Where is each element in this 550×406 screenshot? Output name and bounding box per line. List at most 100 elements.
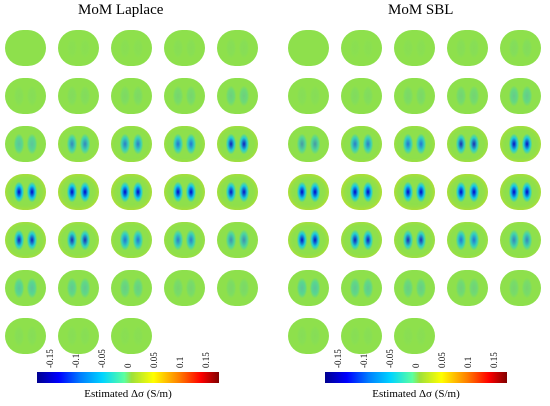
- left-lung-blob: [403, 86, 413, 106]
- right-lung-blob: [27, 230, 37, 250]
- left-lung-blob: [14, 86, 24, 106]
- left-lung-blob: [226, 182, 236, 202]
- slice-image: [288, 222, 329, 258]
- slice-image: [5, 126, 46, 162]
- slice-image: [341, 270, 382, 306]
- panel-title-laplace: MoM Laplace: [78, 2, 164, 18]
- right-lung-blob: [469, 182, 479, 202]
- right-lung-blob: [310, 326, 320, 346]
- left-lung-blob: [403, 182, 413, 202]
- left-lung-blob: [14, 278, 24, 298]
- colorbar-tick-label: 0.05: [149, 352, 159, 368]
- left-lung-blob: [509, 38, 519, 58]
- left-lung-blob: [226, 86, 236, 106]
- right-lung-blob: [133, 230, 143, 250]
- colorbar-gradient: [37, 372, 219, 383]
- colorbar-tick-label: 0: [123, 363, 133, 369]
- slice-image: [394, 174, 435, 210]
- slice-image: [394, 270, 435, 306]
- right-lung-blob: [80, 278, 90, 298]
- slice-image: [111, 174, 152, 210]
- left-lung-blob: [509, 182, 519, 202]
- slice-image: [217, 270, 258, 306]
- right-lung-blob: [186, 182, 196, 202]
- right-lung-blob: [469, 134, 479, 154]
- slice-image: [164, 174, 205, 210]
- slice-image: [288, 78, 329, 114]
- right-lung-blob: [239, 230, 249, 250]
- left-lung-blob: [14, 326, 24, 346]
- slice-image: [341, 126, 382, 162]
- slice-image: [111, 318, 152, 354]
- right-lung-blob: [27, 326, 37, 346]
- slice-image: [111, 78, 152, 114]
- slice-image: [58, 30, 99, 66]
- right-lung-blob: [80, 134, 90, 154]
- left-lung-blob: [67, 86, 77, 106]
- left-lung-blob: [456, 38, 466, 58]
- left-lung-blob: [120, 230, 130, 250]
- left-lung-blob: [120, 134, 130, 154]
- right-lung-blob: [27, 182, 37, 202]
- slice-image: [5, 318, 46, 354]
- slice-image: [111, 222, 152, 258]
- slice-image: [447, 270, 488, 306]
- left-lung-blob: [403, 134, 413, 154]
- left-lung-blob: [350, 38, 360, 58]
- right-lung-blob: [416, 134, 426, 154]
- colorbar-label: Estimated Δσ (S/m): [84, 388, 172, 400]
- right-lung-blob: [522, 182, 532, 202]
- left-lung-blob: [456, 182, 466, 202]
- right-lung-blob: [80, 182, 90, 202]
- colorbar-tick-label: -0.05: [385, 349, 395, 368]
- slice-image: [447, 30, 488, 66]
- left-lung-blob: [350, 278, 360, 298]
- slice-image: [341, 174, 382, 210]
- left-lung-blob: [456, 86, 466, 106]
- left-lung-blob: [173, 86, 183, 106]
- slice-image: [58, 270, 99, 306]
- left-lung-blob: [226, 230, 236, 250]
- right-lung-blob: [186, 134, 196, 154]
- slice-image: [111, 270, 152, 306]
- right-lung-blob: [80, 38, 90, 58]
- left-lung-blob: [173, 230, 183, 250]
- left-lung-blob: [173, 278, 183, 298]
- left-lung-blob: [403, 278, 413, 298]
- right-lung-blob: [522, 278, 532, 298]
- left-lung-blob: [120, 278, 130, 298]
- colorbar-tick-label: 0.1: [175, 356, 185, 368]
- right-lung-blob: [27, 134, 37, 154]
- left-lung-blob: [226, 278, 236, 298]
- right-lung-blob: [27, 86, 37, 106]
- left-lung-blob: [67, 38, 77, 58]
- right-lung-blob: [363, 278, 373, 298]
- slice-image: [394, 318, 435, 354]
- slice-image: [5, 174, 46, 210]
- slice-image: [447, 126, 488, 162]
- left-lung-blob: [14, 230, 24, 250]
- right-lung-blob: [310, 86, 320, 106]
- left-lung-blob: [67, 278, 77, 298]
- left-lung-blob: [350, 326, 360, 346]
- slice-image: [5, 222, 46, 258]
- slice-image: [217, 78, 258, 114]
- right-lung-blob: [522, 38, 532, 58]
- right-lung-blob: [310, 278, 320, 298]
- left-lung-blob: [67, 230, 77, 250]
- left-lung-blob: [509, 278, 519, 298]
- colorbar-laplace: -0.15 -0.1 -0.05 0 0.05 0.1 0.15 Estimated Δσ …: [37, 334, 227, 406]
- slice-image: [111, 126, 152, 162]
- left-lung-blob: [297, 278, 307, 298]
- right-lung-blob: [133, 182, 143, 202]
- right-lung-blob: [416, 182, 426, 202]
- left-lung-blob: [67, 134, 77, 154]
- right-lung-blob: [239, 182, 249, 202]
- slice-image: [164, 126, 205, 162]
- colorbar-sbl: -0.15 -0.1 -0.05 0 0.05 0.1 0.15 Estimated Δσ …: [325, 334, 515, 406]
- slice-image: [341, 78, 382, 114]
- left-lung-blob: [297, 182, 307, 202]
- right-lung-blob: [469, 278, 479, 298]
- right-lung-blob: [239, 86, 249, 106]
- colorbar-tick-label: 0.1: [463, 356, 473, 368]
